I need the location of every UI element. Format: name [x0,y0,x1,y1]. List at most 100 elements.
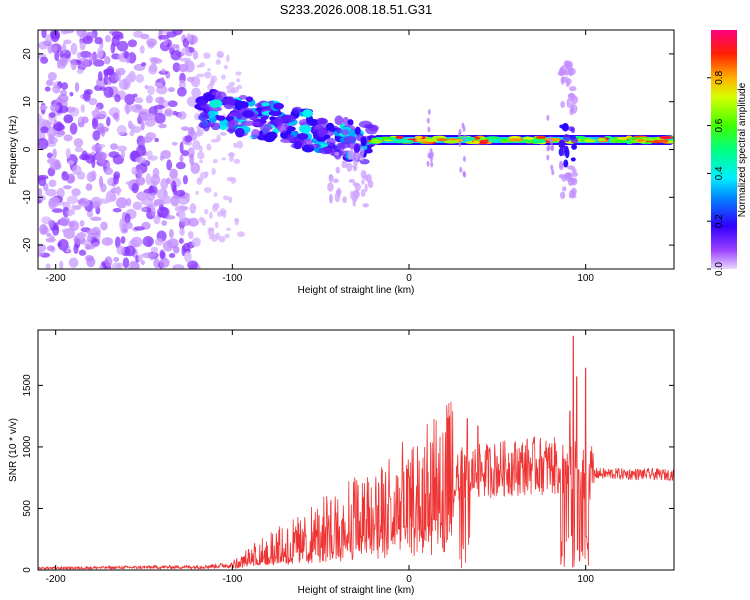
noise-blob [168,87,175,93]
noise-blob [159,257,170,268]
burst-blob [568,190,576,197]
steady-tone-streak [458,131,462,138]
noise-blob [162,195,172,205]
noise-blob [92,201,101,209]
colorbar [711,30,737,269]
noise-blob [207,83,214,91]
descending-tone-blob [360,188,366,198]
noise-blob [215,59,221,66]
descending-tone-blob [245,96,254,102]
snr-x-tick-label: -100 [222,574,242,585]
colorbar-tick-label: 0.0 [714,262,725,276]
noise-blob [142,206,148,212]
noise-blob [69,91,74,97]
noise-blob [59,216,71,227]
burst-blob [561,186,567,192]
noise-blob [179,57,191,62]
noise-blob [112,112,119,120]
noise-blob [104,34,111,43]
descending-tone-blob [308,143,322,149]
steady-tone-blob [398,139,414,143]
noise-blob [116,245,125,255]
noise-blob [162,240,174,252]
snr-y-axis: 0 500 1000 1500 [22,374,674,573]
steady-tone-streak [546,114,550,121]
noise-blob [191,237,201,247]
noise-blob [132,201,143,211]
snr-series-line [38,335,674,570]
noise-blob [92,242,100,247]
steady-tone-blob [371,139,379,143]
steady-tone-streak [546,154,550,161]
noise-blob [216,210,223,217]
noise-blob [224,233,230,239]
noise-blob [94,36,103,45]
noise-blob [67,160,75,166]
burst-blob [558,162,564,171]
noise-blob [39,224,48,235]
noise-blob [192,50,199,60]
steady-tone-streak [426,117,430,124]
noise-blob [172,245,180,254]
noise-blob [120,150,126,159]
descending-tone-blob [251,121,261,126]
descending-tone-blob [362,203,370,208]
noise-blob [117,145,127,152]
colorbar-tick-label: 0.2 [714,214,725,228]
noise-blob [181,245,186,257]
noise-blob [189,203,197,214]
descending-tone-blob [367,180,374,189]
noise-blob [167,100,178,108]
steady-tone-blob [486,138,498,142]
noise-blob [115,70,122,82]
noise-blob [185,60,195,73]
noise-blob [63,39,72,45]
noise-blob [44,86,51,92]
noise-blob [62,185,72,190]
burst-blob [560,65,566,73]
noise-blob [195,190,199,195]
noise-blob [49,104,60,112]
steady-tone-blob [523,136,534,141]
noise-blob [66,195,78,205]
noise-blob [38,174,49,180]
noise-blob [38,243,47,253]
noise-blob [151,207,156,217]
noise-blob [231,87,235,94]
noise-blob [154,112,166,124]
spectrogram-x-axis: -200 -100 0 100 [46,30,594,284]
noise-blob [81,116,89,124]
burst-blob [563,159,569,168]
noise-blob [81,150,88,161]
noise-blob [91,144,103,152]
noise-blob [59,260,64,269]
noise-blob [233,158,241,164]
colorbar-tick-label: 0.4 [714,166,725,180]
noise-blob [226,227,231,231]
spectrogram-x-tick-label: -100 [222,273,242,284]
noise-blob [125,73,135,83]
steady-tone-streak [430,161,434,168]
noise-blob [48,198,57,210]
noise-blob [45,34,53,45]
noise-blob [70,58,77,71]
descending-tone-blob [328,174,334,183]
spectrogram-x-tick-label: 0 [406,273,412,284]
noise-blob [98,175,104,188]
noise-blob [181,47,190,56]
noise-blob [92,130,101,141]
steady-tone-streak [429,155,433,162]
noise-blob [131,125,142,134]
noise-blob [96,151,107,164]
spectrogram-y-tick-label: 20 [22,48,33,60]
noise-blob [52,148,57,159]
noise-blob [140,33,150,40]
noise-blob [237,231,245,238]
noise-blob [199,171,208,179]
noise-blob [49,162,62,171]
noise-blob [157,206,169,218]
noise-blob [41,30,47,39]
noise-blob [89,228,98,233]
steady-tone-blob [610,139,627,143]
noise-blob [51,208,63,213]
